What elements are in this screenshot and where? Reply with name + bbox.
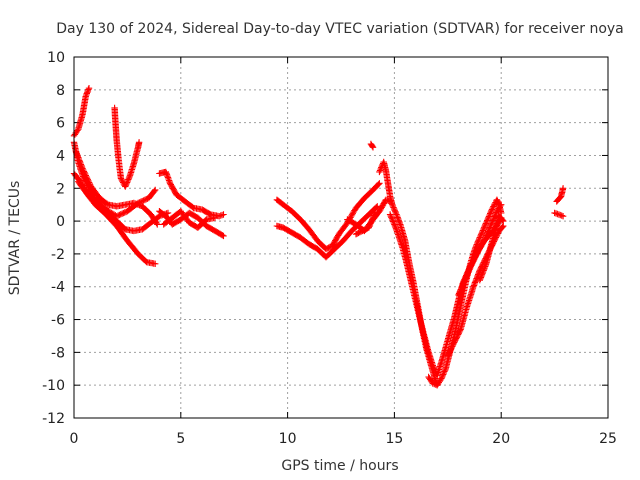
y-tick-label: -4 [51,280,65,296]
data-track-12 [352,209,379,238]
y-tick-label: 8 [56,83,65,99]
data-track-4 [75,178,172,235]
x-tick-label: 20 [492,431,510,447]
x-tick-label: 10 [279,431,297,447]
data-track-13 [367,140,377,151]
data-track-20 [553,185,567,205]
y-tick-label: -8 [51,345,65,361]
chart-title: Day 130 of 2024, Sidereal Day-to-day VTE… [56,21,624,37]
y-tick-label: -10 [42,378,65,394]
data-track-8 [160,208,219,231]
data-track-21 [551,209,567,220]
y-tick-label: 2 [56,181,65,197]
x-tick-label: 15 [385,431,403,447]
y-tick-label: 10 [47,50,65,66]
y-tick-label: -12 [42,411,65,427]
data-track-16 [425,196,505,389]
grid [74,57,608,418]
data-track-3 [72,149,161,228]
x-tick-label: 0 [70,431,79,447]
y-tick-label: -6 [51,313,65,329]
x-axis-label: GPS time / hours [281,458,398,474]
data-track-5 [111,104,143,190]
data-track-19 [476,213,507,284]
data-points [70,85,567,389]
y-tick-label: 6 [56,116,65,132]
plot-frame [73,56,609,419]
y-axis-label: SDTVAR / TECUs [7,181,23,296]
data-track-18 [455,201,505,299]
y-tick-label: -2 [51,247,65,263]
x-tick-label: 5 [176,431,185,447]
y-tick-label: 4 [56,148,65,164]
y-tick-label: 0 [56,214,65,230]
x-tick-label: 25 [599,431,617,447]
